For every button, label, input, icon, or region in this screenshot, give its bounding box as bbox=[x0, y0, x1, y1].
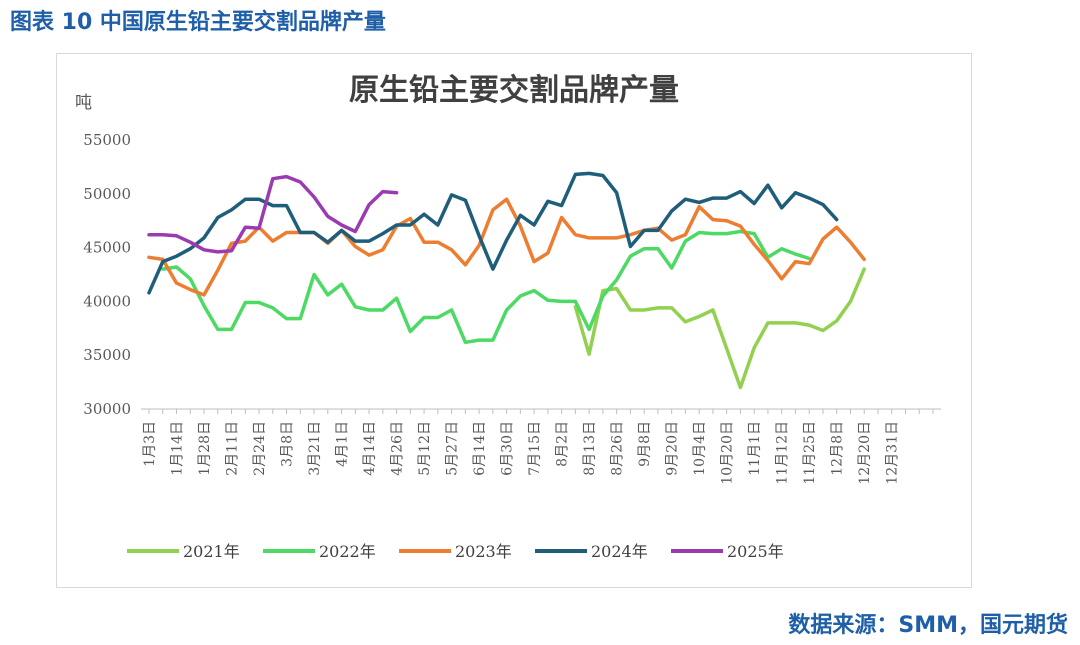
x-tick-label: 9月20日 bbox=[665, 421, 681, 476]
y-axis-unit-label: 吨 bbox=[75, 93, 92, 113]
x-tick-label: 11月25日 bbox=[802, 421, 818, 485]
x-tick-label: 12月20日 bbox=[857, 421, 873, 485]
x-tick-label: 11月1日 bbox=[747, 421, 763, 476]
figure-title: 图表 10 中国原生铅主要交割品牌产量 bbox=[10, 10, 386, 35]
x-tick-label: 1月3日 bbox=[142, 421, 158, 467]
y-tick-label: 35000 bbox=[83, 346, 131, 364]
x-tick-label: 4月14日 bbox=[362, 421, 378, 476]
series-line-2024 bbox=[147, 171, 839, 295]
x-tick-label: 4月26日 bbox=[390, 421, 406, 476]
x-tick-label: 9月8日 bbox=[637, 421, 653, 467]
legend-item: 2024年 bbox=[535, 542, 648, 561]
y-tick-label: 55000 bbox=[83, 131, 131, 149]
y-tick-label: 45000 bbox=[83, 239, 131, 257]
legend-label: 2024年 bbox=[591, 542, 648, 561]
x-tick-label: 6月30日 bbox=[500, 421, 516, 476]
line-chart: 原生铅主要交割品牌产量 吨 30000 35000 40000 45000 50000 5… bbox=[75, 73, 941, 561]
x-tick-label: 6月14日 bbox=[472, 421, 488, 476]
x-tick-label: 4月1日 bbox=[335, 421, 351, 467]
x-tick-label: 11月12日 bbox=[775, 421, 791, 485]
legend-item: 2022年 bbox=[263, 542, 376, 561]
legend-label: 2023年 bbox=[455, 542, 512, 561]
legend-item: 2025年 bbox=[671, 542, 784, 561]
x-tick-label: 7月15日 bbox=[527, 421, 543, 476]
x-tick-label: 3月21日 bbox=[307, 421, 323, 476]
x-tick-label: 10月20日 bbox=[720, 421, 736, 485]
x-tick-label: 8月2日 bbox=[555, 421, 571, 467]
x-tick-label: 8月13日 bbox=[582, 421, 598, 476]
x-tick-label: 3月8日 bbox=[280, 421, 296, 467]
chart-panel: 原生铅主要交割品牌产量 吨 30000 35000 40000 45000 50000 5… bbox=[56, 53, 972, 588]
x-tick-label: 1月14日 bbox=[170, 421, 186, 476]
data-source: 数据来源：SMM，国元期货 bbox=[788, 613, 1068, 638]
legend-item: 2021年 bbox=[127, 542, 240, 561]
x-tick-label: 5月12日 bbox=[417, 421, 433, 476]
legend-item: 2023年 bbox=[399, 542, 512, 561]
y-tick-label: 40000 bbox=[83, 292, 131, 310]
legend-label: 2021年 bbox=[183, 542, 240, 561]
legend-label: 2022年 bbox=[319, 542, 376, 561]
series-line-2023 bbox=[147, 197, 866, 297]
x-tick-label: 2月24日 bbox=[252, 421, 268, 476]
series-line-2025 bbox=[147, 174, 399, 254]
y-tick-label: 30000 bbox=[83, 400, 131, 418]
x-tick-label: 2月11日 bbox=[225, 421, 241, 476]
series-line-2022 bbox=[161, 229, 811, 345]
chart-title: 原生铅主要交割品牌产量 bbox=[349, 73, 679, 108]
legend-label: 2025年 bbox=[727, 542, 784, 561]
series-line-2021 bbox=[573, 267, 866, 390]
x-tick-label: 12月8日 bbox=[830, 421, 846, 476]
x-tick-label: 12月31日 bbox=[885, 421, 901, 485]
x-tick-label: 1月28日 bbox=[197, 421, 213, 476]
x-tick-label: 8月26日 bbox=[610, 421, 626, 476]
x-tick-label: 5月27日 bbox=[445, 421, 461, 476]
x-tick-label: 10月4日 bbox=[692, 421, 708, 476]
y-tick-label: 50000 bbox=[83, 185, 131, 203]
